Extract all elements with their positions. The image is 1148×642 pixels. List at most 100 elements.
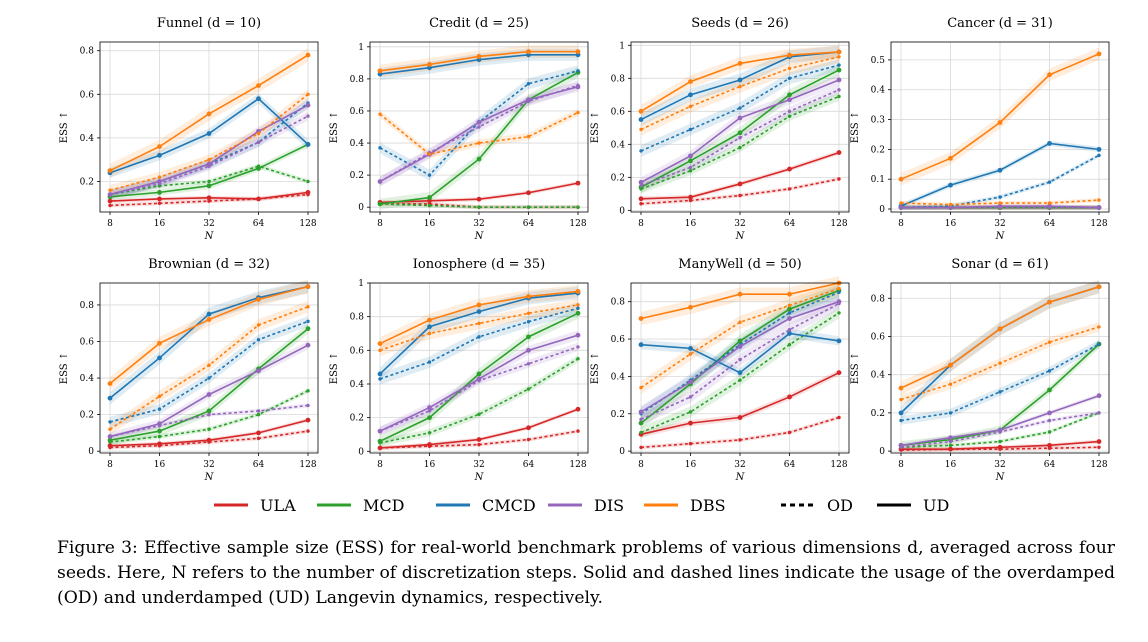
data-point [526,294,531,299]
data-point [1097,153,1101,158]
band-ula-ud [641,369,839,438]
band-dbs-ud [641,276,839,326]
series-ula-od [639,177,841,206]
data-point [787,311,792,315]
series-dbs-od-line [640,56,840,131]
data-point [575,180,581,186]
data-point [737,77,743,83]
y-axis-label: ESS ↑ [850,111,861,143]
y-tick-label: 0.8 [611,74,626,84]
data-point [688,158,693,164]
panel-title: Cancer (d = 31) [947,16,1053,31]
data-point [738,378,742,382]
panel-brownian: 8 16 32 64 128 0 0.2 0.4 0.6 0.8 N ESS ↑ Brownian (d… [59,257,319,483]
series-dbs-ud [638,280,842,321]
legend-item-dis: DIS [548,496,624,515]
data-point [306,179,310,184]
data-point [639,385,643,390]
data-point [526,99,531,104]
band-mcd-ud [110,323,308,446]
series-dbs-od [378,303,580,353]
data-point [575,289,581,294]
data-point [378,377,382,381]
panel-sonar: 8 16 32 64 128 0 0.2 0.4 0.6 0.8 N ESS ↑ Sonar (d = … [850,257,1110,483]
band-cmcd-ud [641,328,839,378]
data-point [207,412,211,417]
data-point [206,392,212,397]
data-point [477,335,481,339]
data-point [837,55,841,59]
data-point [948,205,953,210]
data-point [157,423,162,428]
y-tick-label: 0 [358,447,364,457]
data-point [157,394,162,399]
panel-funnel: 8 16 32 64 128 0.2 0.4 0.6 0.8 N ESS ↑ Funnel (d = … [59,16,319,242]
data-point [948,435,953,441]
series-cmcd-od-line [379,307,579,380]
data-point [1047,387,1052,393]
series-dbs-ud [638,49,842,114]
data-point [998,361,1002,365]
y-tick-label: 0.8 [80,301,95,311]
data-point [378,446,382,450]
data-point [427,415,432,421]
data-point [256,323,261,327]
data-point [256,140,261,144]
series-dis-od [899,205,1101,210]
data-point [688,127,693,132]
band-cmcd-od [110,316,308,428]
y-tick-label: 0 [879,205,885,215]
data-point [836,49,842,55]
data-point [639,149,643,153]
data-point [837,177,841,181]
series-dbs-ud [377,289,581,346]
data-point [837,415,841,420]
series-dbs-od-line [379,111,579,156]
data-point [837,94,841,99]
data-point [378,146,382,150]
data-point [157,428,162,434]
y-tick-label: 0.6 [611,335,626,345]
data-point [207,363,211,367]
series-ula-od [639,415,841,450]
data-point [207,440,211,444]
data-point [787,328,792,332]
data-point [787,303,792,308]
y-tick-label: 0.3 [871,116,886,126]
data-point [256,83,261,88]
data-point [427,324,432,330]
y-tick-label: 0.2 [350,414,364,424]
x-tick-label: 16 [945,219,957,229]
y-tick-label: 0.6 [350,346,365,356]
x-tick-label: 16 [154,219,166,229]
x-axis-label: N [735,231,746,242]
y-tick-label: 0.6 [350,107,365,117]
series-cmcd-ud [638,331,842,376]
series-cmcd-od-line [109,320,309,423]
data-point [787,394,792,400]
y-axis-label: ESS ↑ [59,352,70,384]
data-point [1097,198,1101,202]
data-point [256,297,261,302]
band-mcd-od [380,355,578,447]
band-cmcd-ud [901,280,1099,420]
x-tick-label: 64 [523,460,535,470]
series-group [638,45,842,206]
data-point [787,76,792,81]
data-point [377,371,383,377]
data-point [836,77,842,83]
data-point [737,338,743,344]
data-point [526,387,531,391]
y-tick-label: 1 [619,41,625,51]
data-point [206,311,212,317]
data-point [378,179,382,184]
data-point [639,127,643,132]
y-tick-label: 0.4 [350,139,365,149]
panel-manywell: 8 16 32 64 128 0 0.2 0.4 0.6 0.8 N ESS ↑ ManyWell (d… [590,257,850,483]
panel-title: ManyWell (d = 50) [678,257,801,272]
series-ula-od [899,445,1101,452]
data-point [998,390,1002,394]
y-tick-label: 0.8 [611,298,626,308]
data-point [306,389,310,393]
data-point [427,317,432,323]
